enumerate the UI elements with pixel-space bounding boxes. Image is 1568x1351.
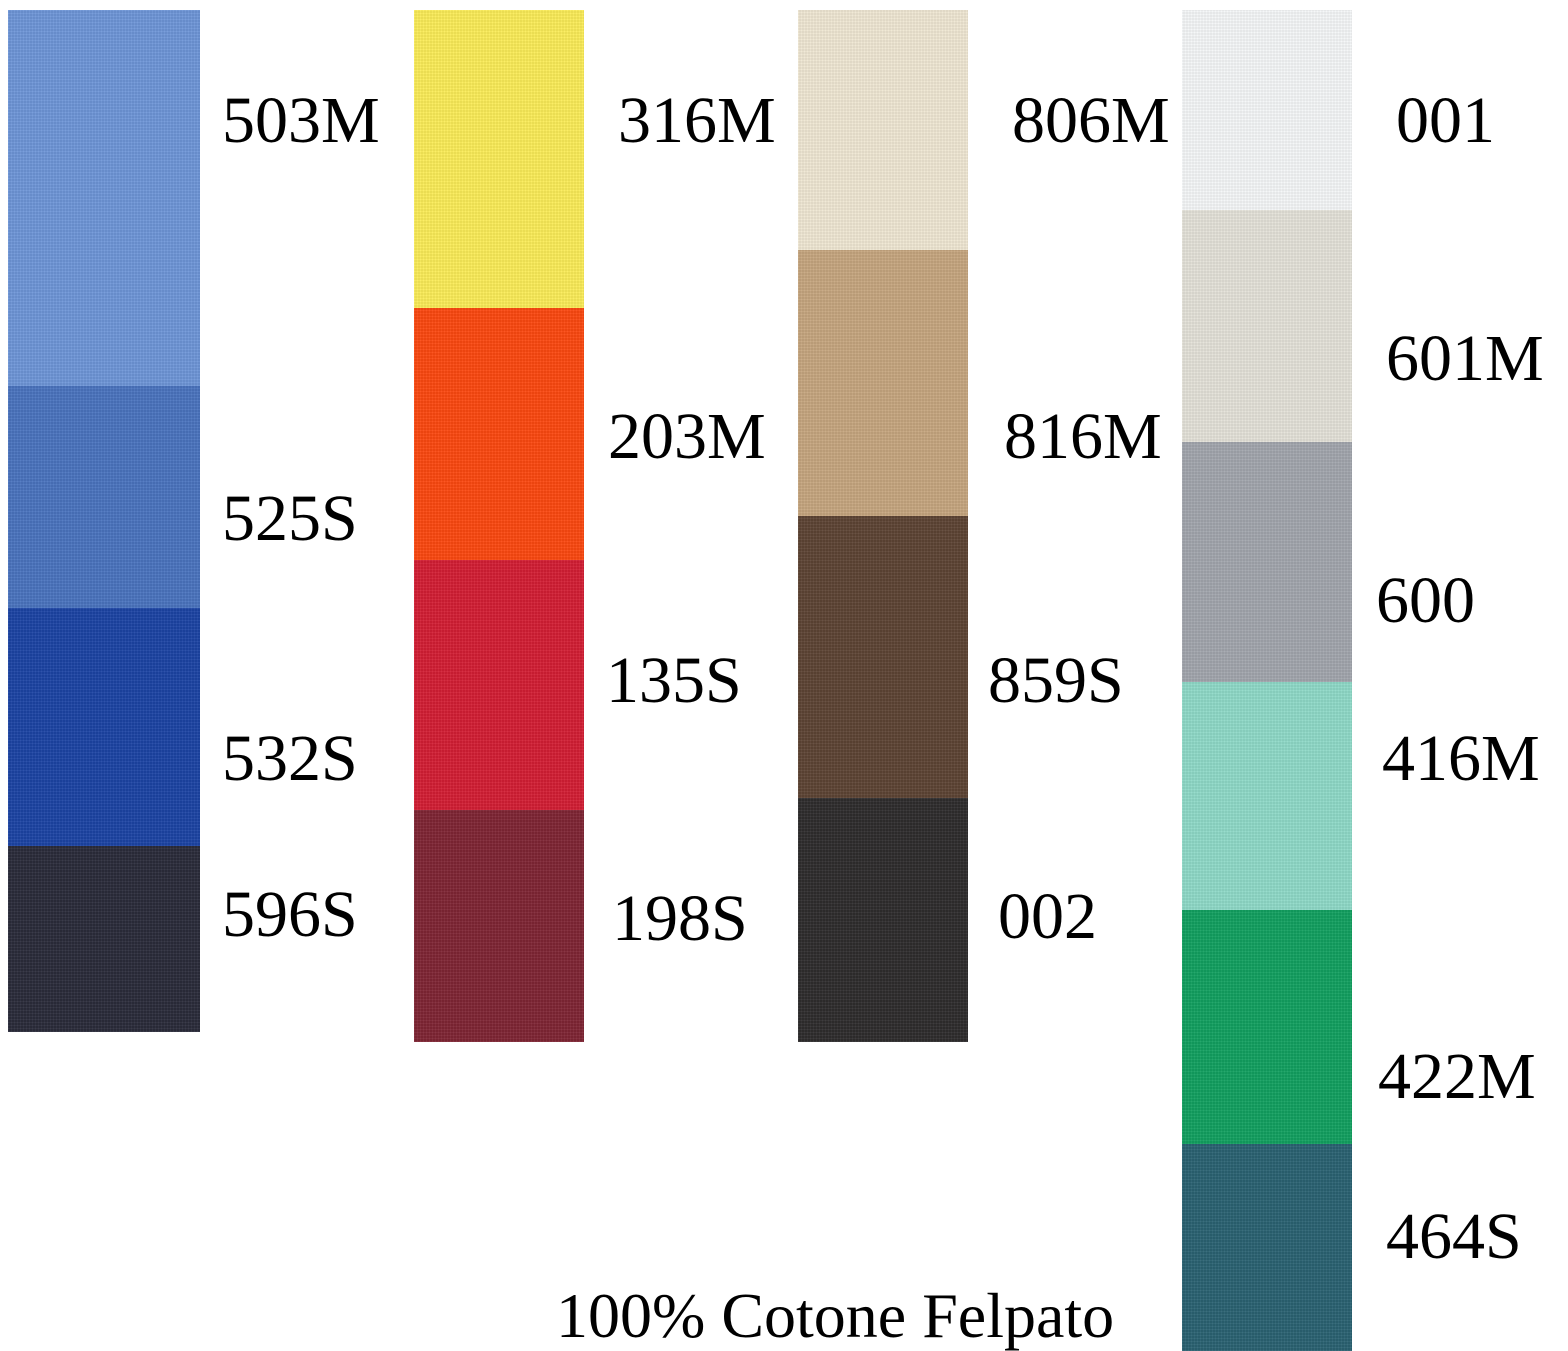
code-label-416M: 416M bbox=[1382, 722, 1540, 795]
code-label-596S: 596S bbox=[222, 878, 358, 951]
swatch-135S bbox=[414, 560, 584, 810]
code-label-203M: 203M bbox=[608, 400, 766, 473]
swatch-806M bbox=[798, 10, 968, 250]
swatch-column-1 bbox=[8, 10, 200, 1032]
swatch-column-2 bbox=[414, 10, 584, 1042]
swatch-316M bbox=[414, 10, 584, 308]
code-label-002: 002 bbox=[998, 880, 1097, 953]
code-label-135S: 135S bbox=[606, 644, 742, 717]
fabric-description: 100% Cotone Felpato bbox=[556, 1280, 1115, 1351]
swatch-859S bbox=[798, 516, 968, 798]
code-label-859S: 859S bbox=[988, 644, 1124, 717]
swatch-422M bbox=[1182, 910, 1352, 1144]
swatch-001 bbox=[1182, 10, 1352, 210]
swatch-601M bbox=[1182, 210, 1352, 442]
code-label-316M: 316M bbox=[618, 84, 776, 157]
code-label-503M: 503M bbox=[222, 84, 380, 157]
swatch-503M bbox=[8, 10, 200, 386]
swatch-816M bbox=[798, 250, 968, 516]
code-label-464S: 464S bbox=[1386, 1200, 1522, 1273]
code-label-525S: 525S bbox=[222, 482, 358, 555]
code-label-001: 001 bbox=[1396, 84, 1495, 157]
swatch-600 bbox=[1182, 442, 1352, 682]
code-label-422M: 422M bbox=[1378, 1040, 1536, 1113]
swatch-198S bbox=[414, 810, 584, 1042]
code-label-806M: 806M bbox=[1012, 84, 1170, 157]
swatch-203M bbox=[414, 308, 584, 560]
code-label-816M: 816M bbox=[1004, 400, 1162, 473]
swatch-416M bbox=[1182, 682, 1352, 910]
swatch-525S bbox=[8, 386, 200, 608]
code-label-532S: 532S bbox=[222, 722, 358, 795]
swatch-596S bbox=[8, 846, 200, 1032]
code-label-600: 600 bbox=[1376, 564, 1475, 637]
swatch-002 bbox=[798, 798, 968, 1042]
swatch-464S bbox=[1182, 1144, 1352, 1351]
swatch-column-4 bbox=[1182, 10, 1352, 1351]
code-label-198S: 198S bbox=[612, 882, 748, 955]
swatch-column-3 bbox=[798, 10, 968, 1042]
swatch-532S bbox=[8, 608, 200, 846]
code-label-601M: 601M bbox=[1386, 322, 1544, 395]
